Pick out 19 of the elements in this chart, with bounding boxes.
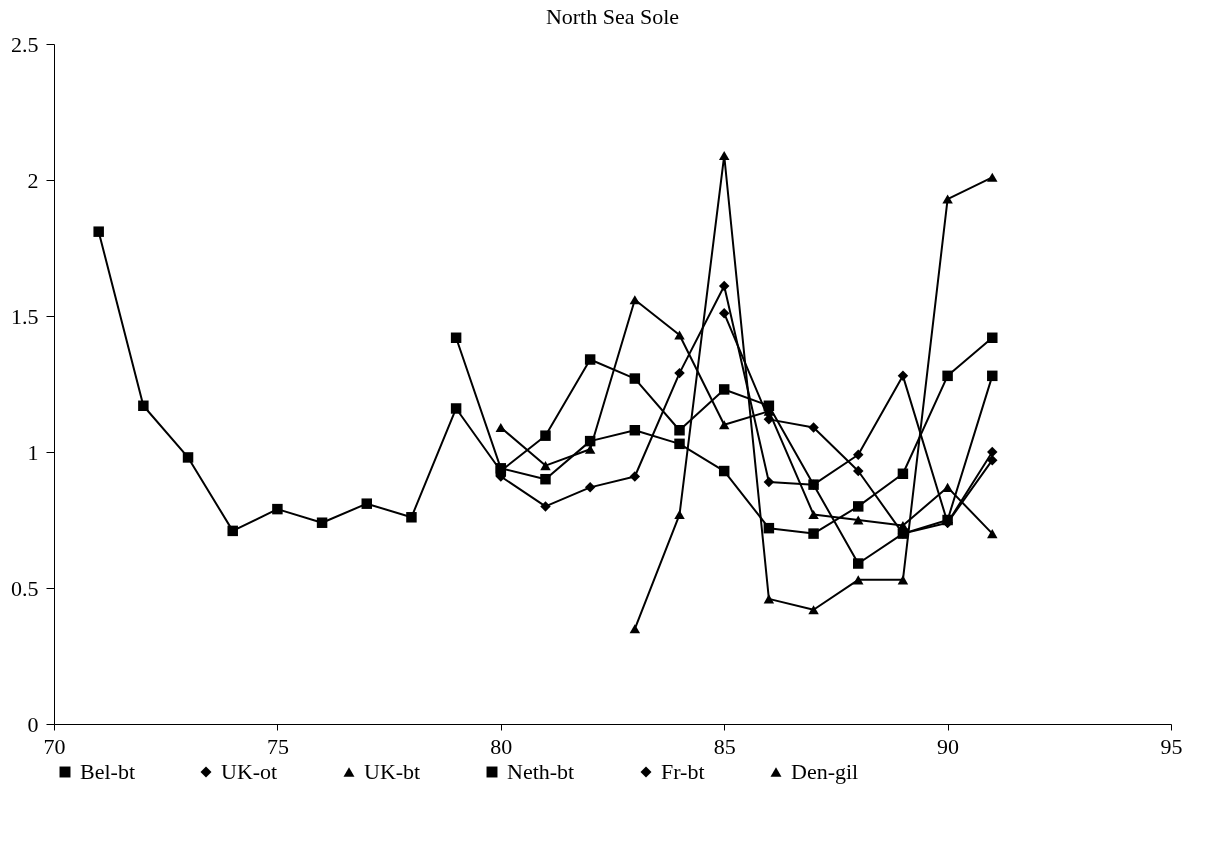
legend-label: Den-gil: [791, 759, 859, 784]
y-tick-label: 2.5: [11, 31, 39, 57]
x-tick-label: 85: [713, 733, 736, 759]
y-tick-label: 1.5: [11, 303, 39, 329]
x-tick-label: 95: [1160, 733, 1183, 759]
legend-label: Bel-bt: [80, 759, 135, 784]
y-tick-label: 2: [27, 167, 39, 193]
legend-label: Neth-bt: [507, 759, 575, 784]
y-tick-label: 0.5: [11, 575, 39, 601]
legend-label: UK-ot: [221, 759, 278, 784]
legend-label: Fr-bt: [661, 759, 705, 784]
y-tick-label: 1: [27, 439, 39, 465]
legend-label: UK-bt: [364, 759, 421, 784]
x-tick-label: 75: [266, 733, 289, 759]
y-tick-label: 0: [27, 711, 39, 737]
x-tick-label: 70: [43, 733, 66, 759]
x-tick-label: 90: [937, 733, 960, 759]
x-tick-label: 80: [490, 733, 513, 759]
chart-title: North Sea Sole: [545, 4, 680, 29]
